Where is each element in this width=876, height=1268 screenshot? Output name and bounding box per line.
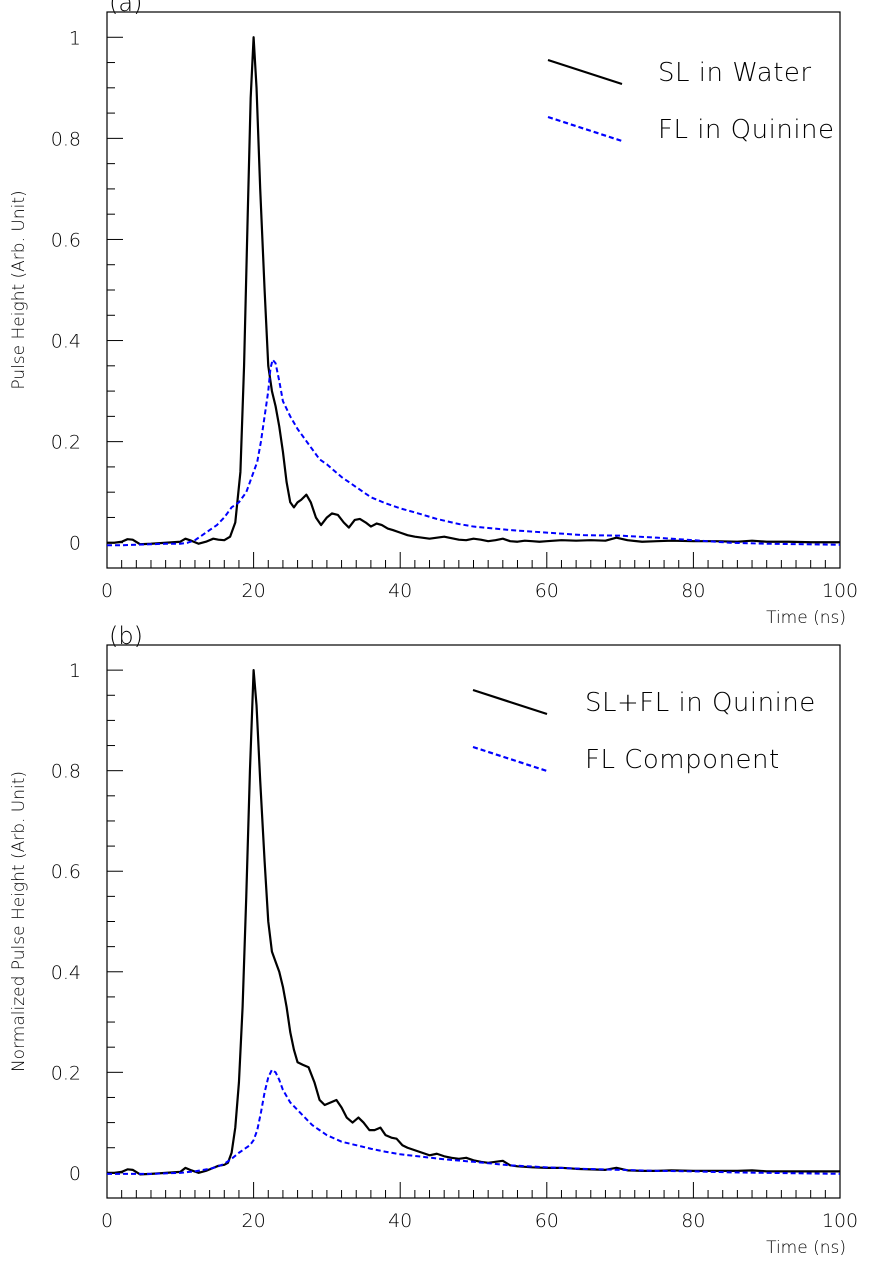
x-tick-label: 100 — [822, 580, 858, 602]
x-tick-label: 60 — [535, 580, 559, 602]
y-tick-label: 0.4 — [51, 962, 81, 984]
legend-swatch-1 — [547, 58, 623, 86]
x-tick-label: 60 — [535, 1210, 559, 1232]
x-axis-title: Time (ns) — [766, 608, 846, 628]
series-line-2 — [107, 1068, 840, 1175]
x-axis-title: Time (ns) — [766, 1238, 846, 1258]
y-tick-label: 0.8 — [51, 128, 81, 150]
y-tick-label: 0 — [69, 533, 81, 555]
x-tick-label: 0 — [101, 580, 113, 602]
y-tick-label: 0.2 — [51, 1062, 81, 1084]
x-tick-label: 100 — [822, 1210, 858, 1232]
panel-label: (b) — [109, 622, 143, 650]
y-tick-label: 1 — [69, 660, 81, 682]
x-tick-label: 80 — [681, 1210, 705, 1232]
legend-label-1: SL in Water — [658, 58, 812, 88]
x-tick-label: 20 — [242, 1210, 266, 1232]
panel-b: 0 20 40 60 80 100 0 0.2 0.4 0.6 0.8 1 Time (ns) Norma… — [9, 622, 858, 1258]
x-tick-label: 20 — [242, 580, 266, 602]
legend-label-2: FL Component — [585, 745, 780, 775]
legend-swatch-2 — [547, 115, 623, 143]
plot-frame — [106, 644, 841, 1199]
plot-frame — [106, 11, 841, 569]
y-tick-label: 0.2 — [51, 432, 81, 454]
legend-label-2: FL in Quinine — [658, 115, 835, 145]
legend-swatch-2 — [472, 745, 548, 773]
x-tick-label: 0 — [101, 1210, 113, 1232]
panel-label: (a) — [109, 0, 142, 17]
y-axis-title: Normalized Pulse Height (Arb. Unit) — [9, 771, 29, 1072]
x-tick-label: 40 — [388, 580, 412, 602]
y-tick-label: 0.6 — [51, 861, 81, 883]
x-tick-label: 80 — [681, 580, 705, 602]
legend-swatch-1 — [472, 688, 548, 716]
y-axis-title: Pulse Height (Arb. Unit) — [9, 190, 29, 389]
y-tick-label: 0 — [69, 1163, 81, 1185]
legend-label-1: SL+FL in Quinine — [585, 688, 816, 718]
series-line-1 — [107, 36, 840, 546]
series-line-2 — [107, 358, 840, 547]
y-tick-label: 0.4 — [51, 331, 81, 353]
x-tick-label: 40 — [388, 1210, 412, 1232]
y-tick-label: 1 — [69, 27, 81, 49]
y-tick-label: 0.6 — [51, 229, 81, 251]
panel-a: 0 20 40 60 80 100 0 0.2 0.4 0.6 0.8 1 Time (ns) Pulse… — [9, 0, 858, 628]
y-tick-label: 0.8 — [51, 761, 81, 783]
